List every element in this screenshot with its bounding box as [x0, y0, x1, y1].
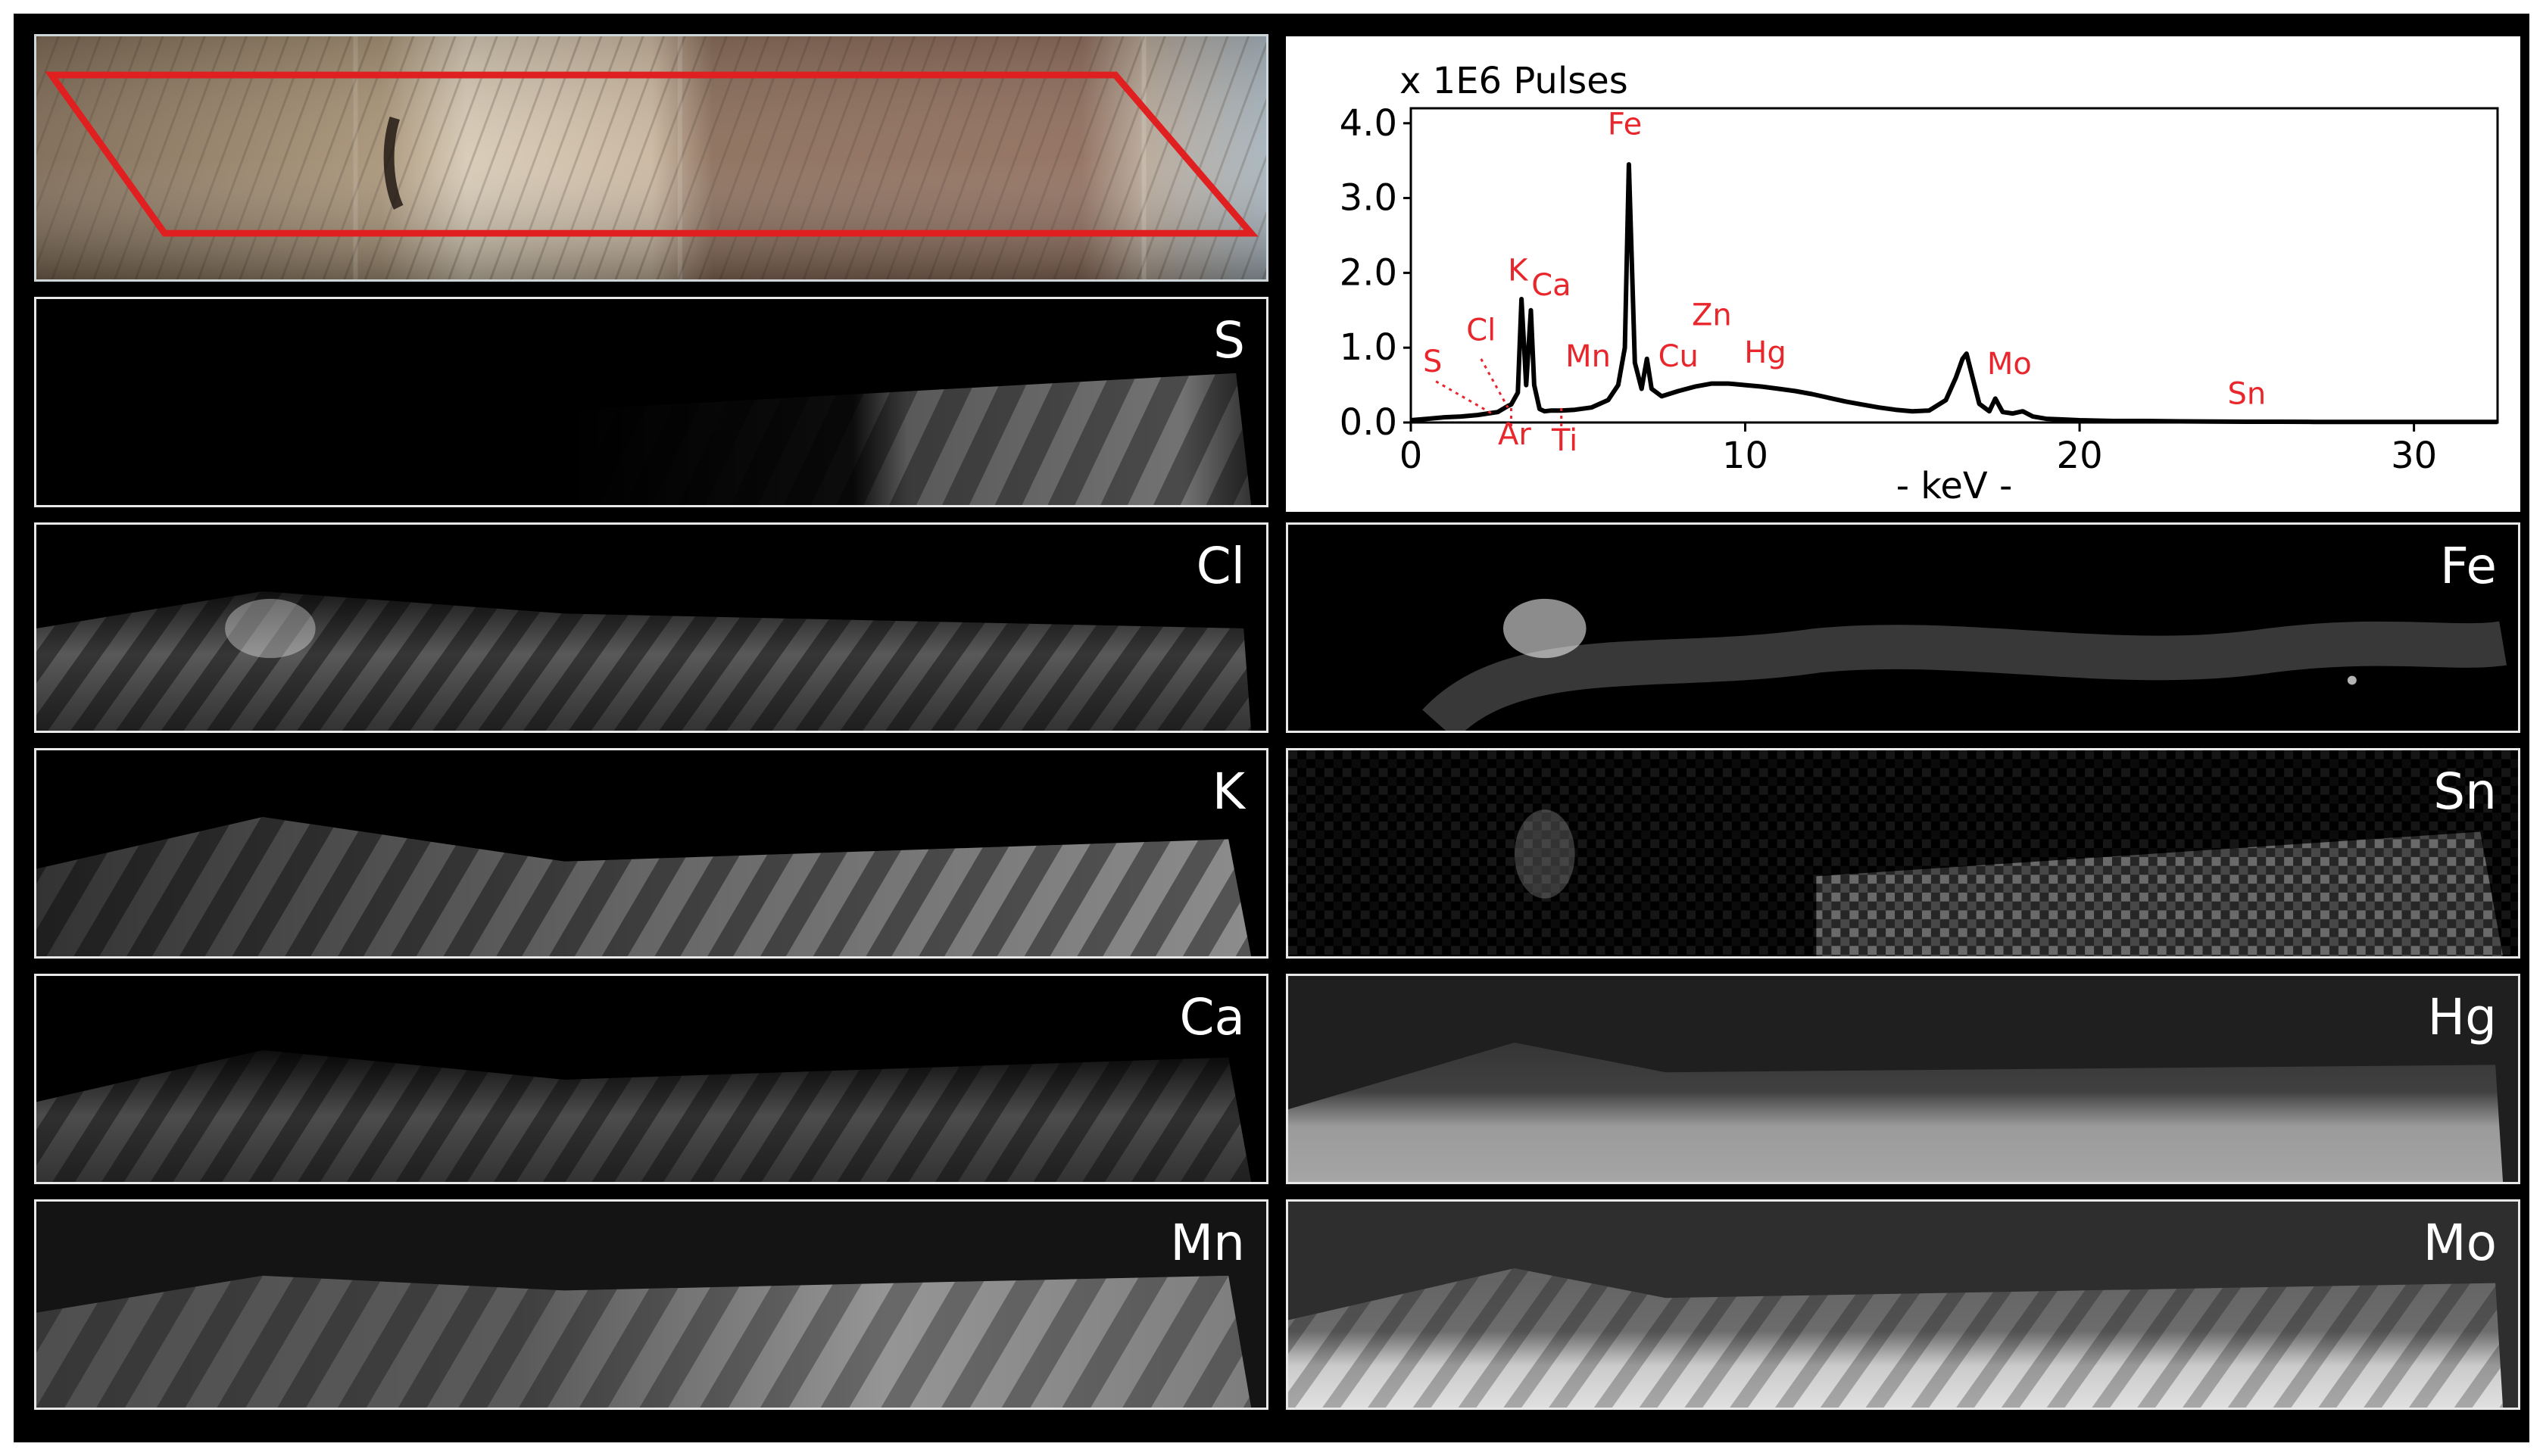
element-label: Hg	[2427, 988, 2497, 1046]
scan-area-outline	[45, 71, 1259, 237]
x-axis-label: - keV -	[1896, 465, 2013, 507]
chart-title: x 1E6 Pulses	[1399, 60, 1628, 102]
element-map-cl: Cl	[34, 522, 1268, 733]
y-tick-label: 2.0	[1340, 251, 1397, 294]
element-label: Ca	[1179, 988, 1245, 1046]
peak-label: Sn	[2227, 376, 2266, 411]
element-label: S	[1213, 311, 1245, 369]
peak-label: Ar	[1498, 417, 1531, 452]
element-map-image	[1288, 1202, 2518, 1408]
plot-frame	[1409, 107, 2499, 424]
element-label: K	[1212, 762, 1245, 821]
optical-photo-panel	[34, 34, 1268, 282]
element-map-fe: Fe	[1286, 522, 2520, 733]
peak-label: Cu	[1658, 339, 1699, 374]
peak-label: Fe	[1608, 108, 1642, 142]
element-label: Fe	[2440, 537, 2497, 595]
element-map-mo: Mo	[1286, 1199, 2520, 1410]
peak-label: Zn	[1692, 298, 1732, 333]
peak-leader-line	[1480, 358, 1509, 408]
peak-label: Ca	[1531, 268, 1571, 303]
element-map-mn: Mn	[34, 1199, 1268, 1410]
element-label: Cl	[1196, 537, 1245, 595]
spectrum-line	[1410, 162, 2498, 425]
element-map-image	[36, 1202, 1266, 1408]
element-map-image	[1288, 976, 2518, 1182]
element-map-sn: Sn	[1286, 748, 2520, 959]
peak-label: K	[1508, 253, 1529, 288]
peak-label: S	[1423, 345, 1442, 379]
spectrum-chart: x 1E6 Pulses - keV - 0.0 1.0 2.0 3.0 4.0 0 10 20 3…	[1286, 36, 2520, 512]
element-map-image	[36, 1049, 1252, 1182]
peak-label: Hg	[1744, 335, 1786, 370]
x-tick-label: 0	[1399, 435, 1423, 477]
spectrum-svg: x 1E6 Pulses - keV - 0.0 1.0 2.0 3.0 4.0 0 10 20 3…	[1340, 60, 2499, 507]
y-tick-label: 4.0	[1340, 102, 1397, 145]
sample-photo	[36, 36, 1266, 279]
element-map-k: K	[34, 748, 1268, 959]
element-label: Mn	[1170, 1214, 1245, 1272]
y-tick-label: 3.0	[1340, 177, 1397, 220]
element-map-image	[1422, 598, 2507, 731]
y-tick-label: 0.0	[1340, 401, 1397, 444]
peak-label: Ti	[1551, 423, 1577, 458]
y-tick-label: 1.0	[1340, 326, 1397, 369]
peak-label: Mn	[1565, 339, 1611, 374]
element-map-s: S	[34, 297, 1268, 507]
figure: x 1E6 Pulses - keV - 0.0 1.0 2.0 3.0 4.0 0 10 20 3…	[14, 14, 2529, 1442]
element-map-image	[36, 817, 1252, 956]
x-tick-label: 20	[2057, 435, 2103, 477]
element-label: Mo	[2423, 1214, 2497, 1272]
peak-label: Mo	[1987, 347, 2032, 382]
element-map-image	[1288, 750, 2518, 956]
element-map-ca: Ca	[34, 974, 1268, 1184]
peak-leader-line	[1435, 380, 1496, 416]
element-map-hg: Hg	[1286, 974, 2520, 1184]
element-map-image	[36, 591, 1252, 731]
peak-label: Cl	[1466, 313, 1496, 348]
element-map-image	[564, 373, 1252, 505]
x-tick-label: 30	[2391, 435, 2437, 477]
x-tick-label: 10	[1722, 435, 1768, 477]
element-label: Sn	[2433, 762, 2497, 821]
